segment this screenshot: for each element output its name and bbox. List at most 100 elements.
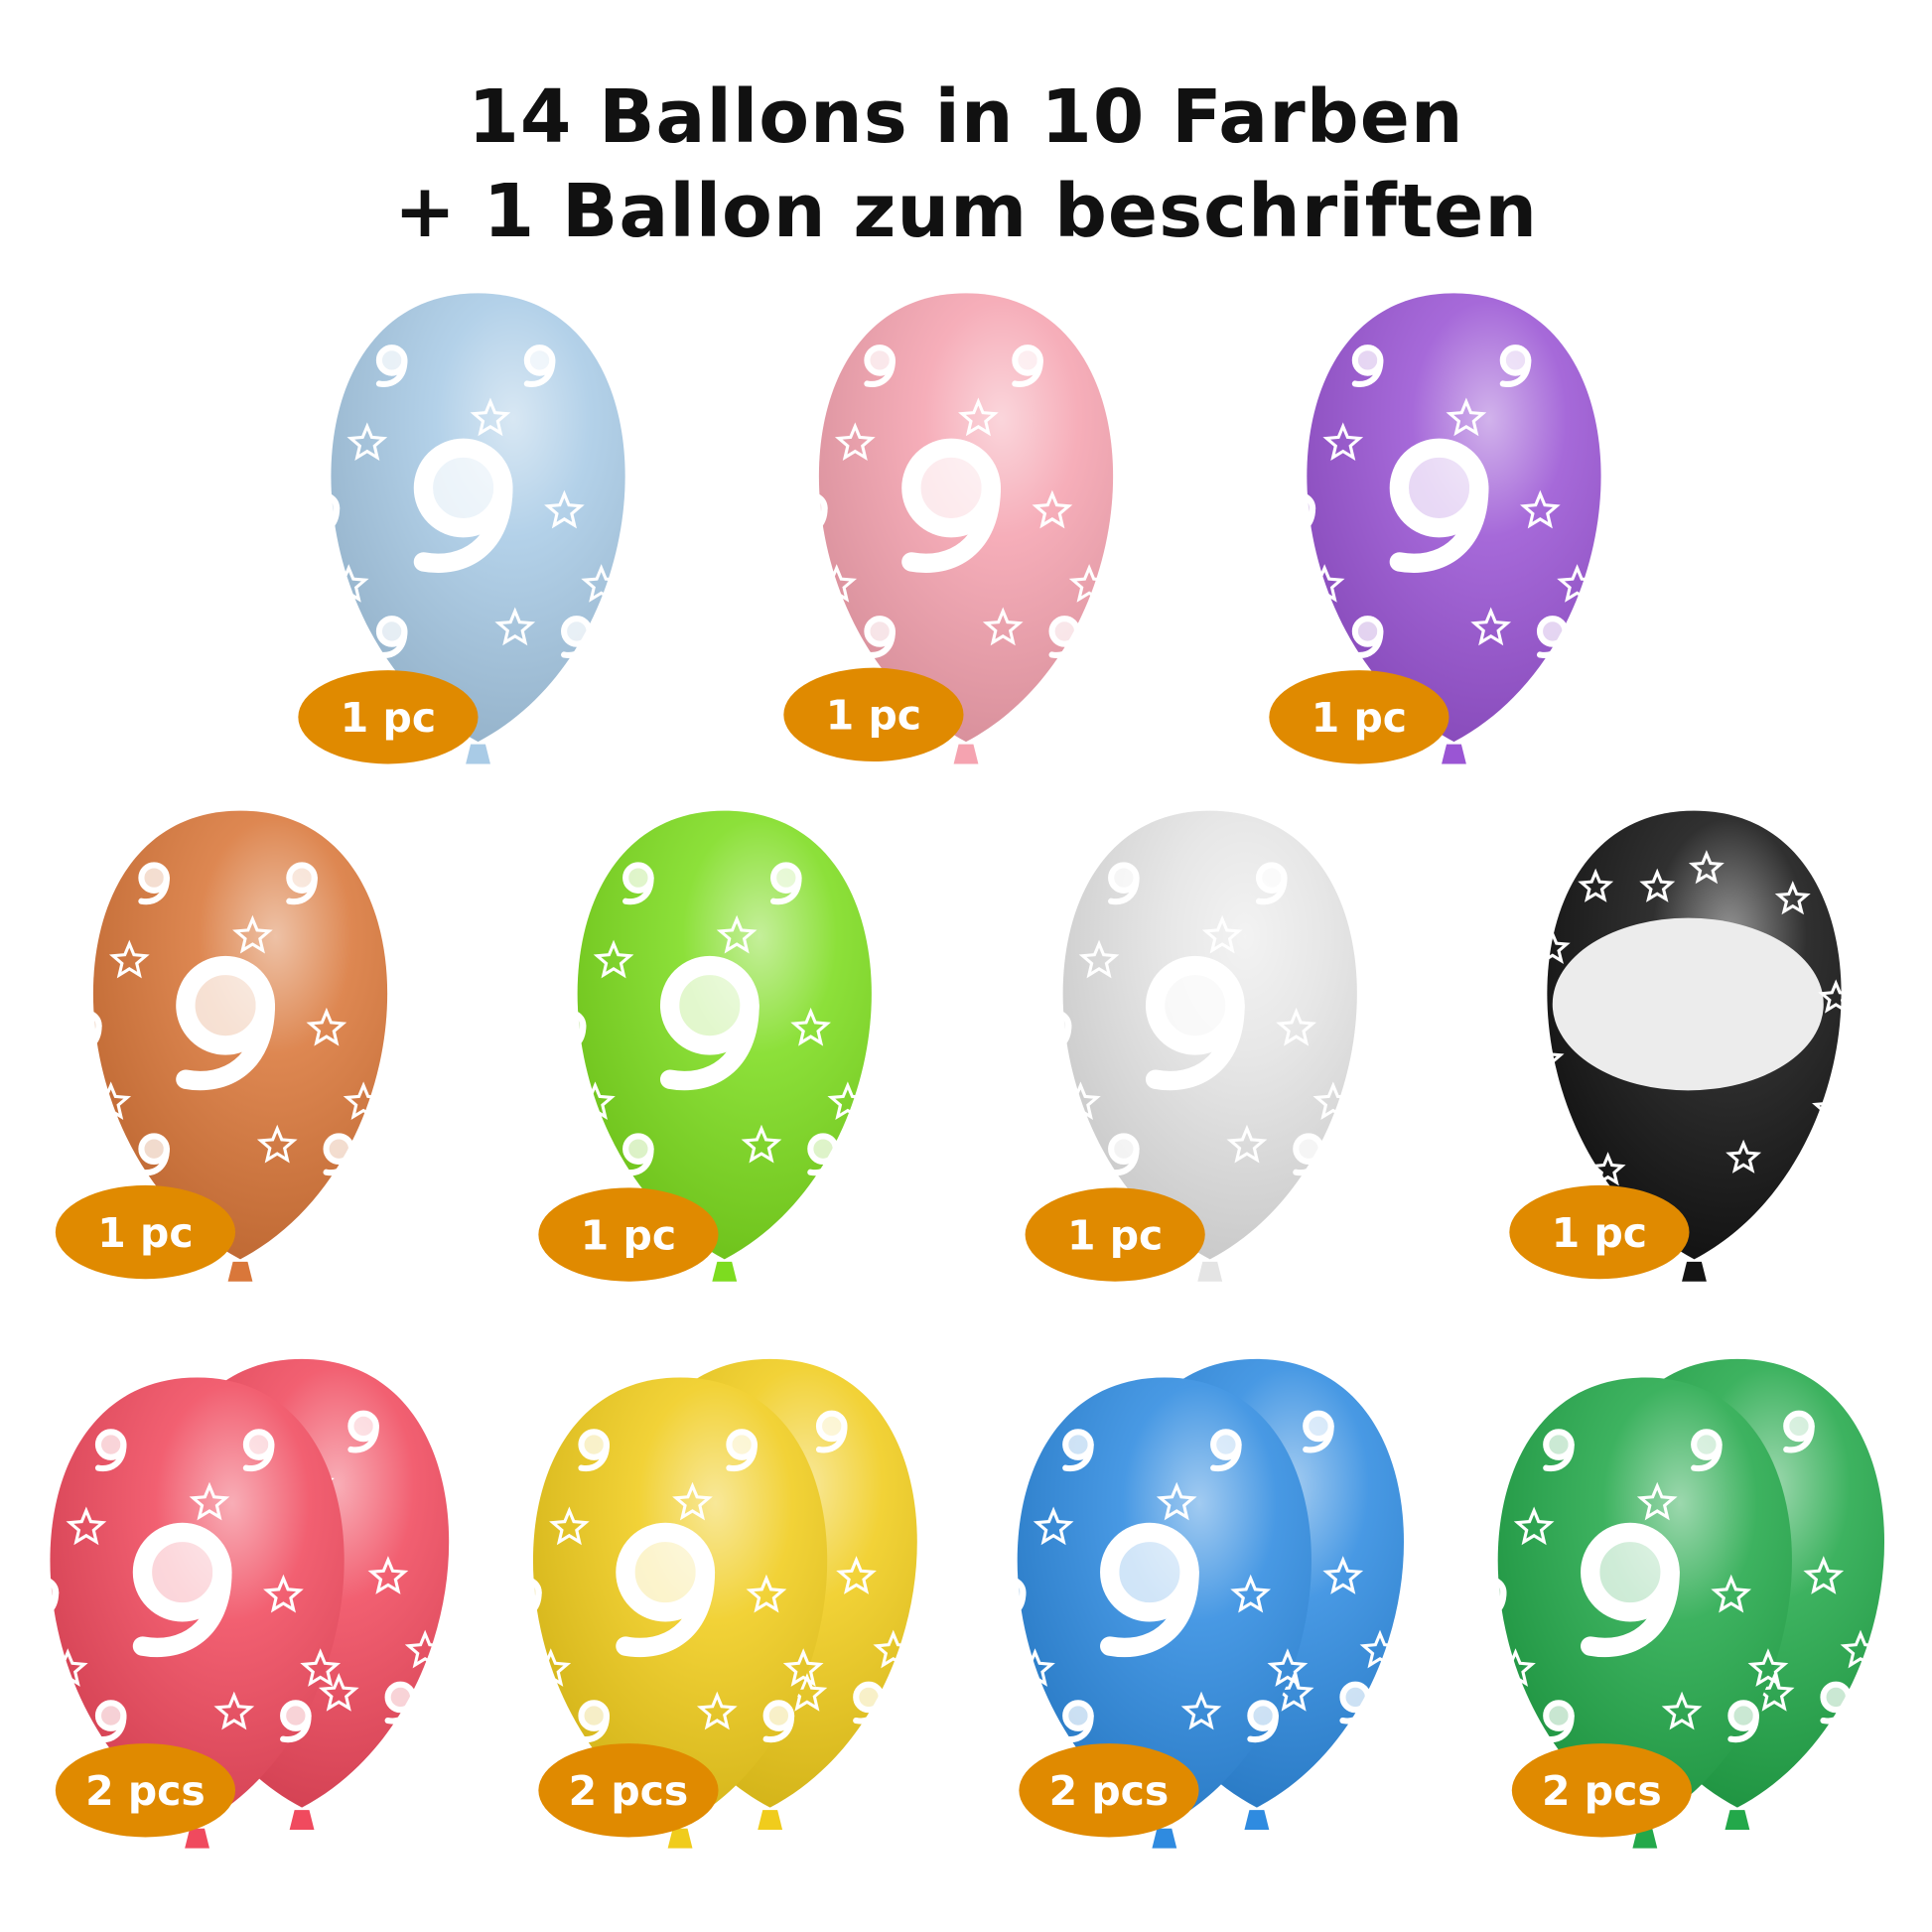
small-nine-print — [1339, 1681, 1371, 1725]
quantity-badge: 2 pcs — [55, 1743, 236, 1838]
star-icon — [367, 1556, 409, 1594]
star-icon — [1589, 1152, 1626, 1186]
nine-tail — [1284, 504, 1316, 535]
nine-tail — [1351, 356, 1384, 387]
quantity-label: 1 pc — [1311, 694, 1407, 742]
balloon — [27, 1377, 345, 1849]
quantity-badge: 2 pcs — [1511, 1743, 1692, 1838]
balloon-knot — [1244, 1810, 1270, 1830]
nine-tail — [1012, 356, 1043, 387]
nine-tail — [1351, 627, 1384, 658]
star-icon — [1639, 868, 1676, 902]
star-icon — [470, 397, 511, 437]
badge-background — [298, 670, 479, 764]
star-icon — [66, 1506, 107, 1546]
star-icon — [827, 1081, 869, 1121]
quantity-label: 1 pc — [1552, 1209, 1647, 1257]
quantity-badge: 1 pc — [1025, 1187, 1205, 1282]
star-icon — [189, 1481, 230, 1521]
badge-background — [1269, 670, 1449, 764]
star-icon — [1156, 1481, 1197, 1521]
balloon — [994, 1377, 1311, 1849]
nine-tail — [1039, 1023, 1072, 1053]
star-icon — [716, 914, 758, 954]
star-icon — [1015, 1648, 1055, 1687]
small-nine-print — [1012, 345, 1043, 387]
nine-tail — [138, 1146, 170, 1176]
nine-tail — [1581, 1562, 1680, 1658]
star-icon — [343, 1081, 384, 1121]
headline-line-2: + 1 Ballon zum beschriften — [393, 169, 1539, 254]
small-nine-print — [347, 1410, 379, 1453]
balloon — [308, 293, 625, 764]
balloon-knot — [185, 1828, 209, 1849]
nine-tail — [578, 1713, 610, 1743]
nine-tail — [864, 356, 896, 387]
small-nine-print — [375, 616, 408, 658]
star-icon — [1725, 1139, 1762, 1173]
nine-tail — [1339, 1694, 1371, 1725]
nine-tail — [1048, 627, 1081, 658]
star-icon — [300, 1648, 342, 1687]
nine-tail — [70, 1023, 102, 1053]
nine-tail — [864, 627, 896, 658]
nine-tail — [1100, 1562, 1199, 1658]
small-nine-print — [510, 1577, 542, 1620]
star-icon — [1711, 1574, 1752, 1613]
nine-tail — [94, 1713, 127, 1743]
star-icon — [213, 1691, 255, 1730]
nine-tail — [510, 1588, 542, 1620]
star-icon — [593, 939, 634, 979]
star-icon — [318, 1673, 359, 1712]
nine-tail — [1062, 1713, 1094, 1743]
star-icon — [328, 564, 369, 603]
quantity-badge: 1 pc — [55, 1184, 236, 1280]
badge-background — [538, 1743, 719, 1838]
quantity-badge: 1 pc — [1509, 1184, 1690, 1280]
nine-tail — [176, 996, 276, 1091]
nine-tail — [554, 1023, 587, 1053]
star-icon — [263, 1574, 304, 1613]
nine-tail — [1783, 1423, 1815, 1453]
small-nine-print — [308, 492, 341, 535]
nine-tail — [1727, 1713, 1759, 1743]
nine-tail — [27, 1588, 60, 1620]
small-nine-print — [1303, 1410, 1334, 1453]
star-icon — [256, 1124, 298, 1164]
small-nine-print — [796, 492, 828, 535]
nine-tail — [1303, 1423, 1334, 1453]
star-icon — [581, 564, 622, 603]
balloon-knot — [1682, 1261, 1707, 1282]
star-icon — [1528, 1040, 1565, 1075]
badge-background — [1019, 1743, 1199, 1838]
small-nine-print — [1048, 616, 1081, 658]
star-icon — [1636, 1481, 1678, 1521]
nine-tail — [323, 1146, 355, 1176]
small-nine-print — [523, 345, 556, 387]
star-icon — [404, 1629, 446, 1669]
nine-tail — [1691, 1441, 1723, 1472]
balloon-knot — [289, 1810, 315, 1830]
nine-tail — [1247, 1713, 1279, 1743]
small-nine-print — [853, 1681, 885, 1725]
small-nine-print — [323, 1133, 355, 1176]
nine-tail — [578, 1441, 610, 1472]
nine-tail — [1145, 996, 1245, 1091]
small-nine-print — [1108, 862, 1140, 905]
star-icon — [1359, 1629, 1401, 1669]
star-icon — [1818, 979, 1855, 1014]
number-nine-print — [1581, 1522, 1680, 1658]
nine-tail — [1108, 875, 1140, 905]
balloon-knot — [1442, 744, 1466, 764]
balloon-knot — [1725, 1810, 1750, 1830]
nine-tail — [384, 1694, 417, 1725]
quantity-badge: 1 pc — [538, 1187, 719, 1282]
small-nine-print — [1351, 345, 1384, 387]
small-nine-print — [726, 1429, 758, 1472]
nine-tail — [807, 1146, 839, 1176]
nine-tail — [132, 1562, 232, 1658]
nine-tail — [770, 875, 802, 905]
small-nine-print — [1783, 1410, 1815, 1453]
balloon-knot — [953, 744, 979, 764]
star-icon — [790, 1007, 831, 1046]
